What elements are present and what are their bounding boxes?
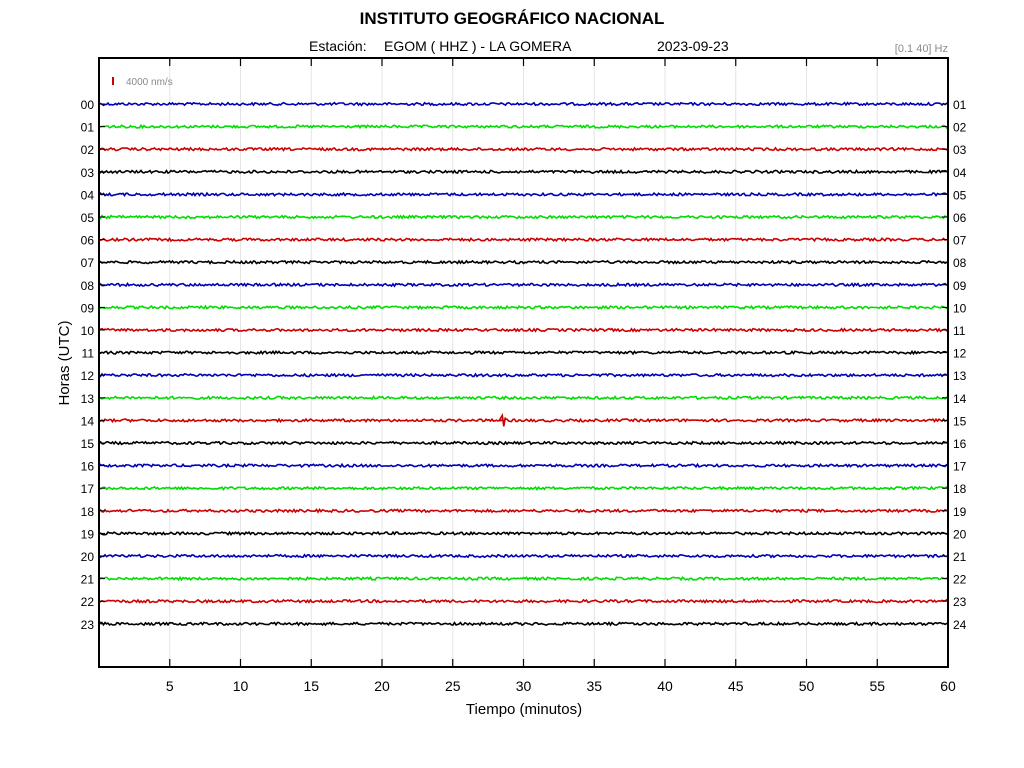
x-tick-label: 20 [374, 678, 390, 694]
scale-bar-group: 4000 nm/s [112, 77, 173, 88]
y-tick-label-right: 24 [953, 618, 967, 632]
seismic-trace [98, 621, 949, 627]
station-name: EGOM ( HHZ ) - LA GOMERA [384, 38, 572, 54]
seismic-trace [98, 168, 949, 175]
y-tick-label-right: 18 [953, 482, 967, 496]
y-tick-label-left: 19 [81, 527, 95, 541]
seismic-trace [98, 259, 949, 265]
y-tick-label-right: 19 [953, 505, 967, 519]
seismic-trace [98, 462, 949, 469]
grid-lines [169, 58, 878, 667]
y-tick-label-right: 08 [953, 256, 967, 270]
seismic-trace [98, 575, 949, 583]
x-axis-label: Tiempo (minutos) [466, 701, 582, 718]
seismic-trace [98, 530, 949, 537]
x-tick-label: 45 [728, 678, 744, 694]
seismic-trace [98, 282, 949, 288]
x-tick-label: 30 [516, 678, 532, 694]
x-tick-label: 50 [799, 678, 815, 694]
x-tick-label: 10 [233, 678, 249, 694]
y-tick-label-left: 08 [81, 279, 95, 293]
y-tick-label-right: 09 [953, 279, 967, 293]
scale-bar-label: 4000 nm/s [126, 77, 173, 88]
y-tick-label-left: 22 [81, 595, 95, 609]
y-tick-label-right: 02 [953, 121, 967, 135]
y-tick-label-left: 02 [81, 143, 95, 157]
y-tick-label-left: 01 [81, 121, 95, 135]
y-axis-label: Horas (UTC) [56, 320, 73, 405]
seismic-trace [98, 413, 949, 427]
seismic-trace [98, 372, 949, 378]
y-tick-label-left: 10 [81, 324, 95, 338]
seismic-trace [98, 553, 949, 559]
chart-subtitle: Estación: EGOM ( HHZ ) - LA GOMERA 2023-… [0, 38, 1024, 54]
x-tick-label: 60 [940, 678, 956, 694]
y-tick-label-left: 07 [81, 256, 95, 270]
seismic-trace [98, 485, 949, 491]
y-tick-label-right: 01 [953, 98, 967, 112]
label-group: 5 10 15 20 25 30 35 40 45 50 55 60 00 01 01 02 02 03 03 04 0… [81, 98, 967, 694]
seismic-trace [98, 508, 949, 514]
y-tick-label-left: 05 [81, 211, 95, 225]
y-tick-label-left: 13 [81, 392, 95, 406]
y-tick-label-left: 18 [81, 505, 95, 519]
seismic-trace [98, 214, 949, 220]
station-label: Estación: [309, 38, 367, 54]
seismic-trace [98, 327, 949, 333]
seismic-trace [98, 191, 949, 198]
x-tick-label: 35 [586, 678, 602, 694]
y-tick-label-right: 21 [953, 550, 967, 564]
y-tick-label-left: 17 [81, 482, 95, 496]
x-tick-label: 15 [303, 678, 319, 694]
x-tick-label: 25 [445, 678, 461, 694]
y-tick-label-right: 05 [953, 188, 967, 202]
y-tick-label-right: 15 [953, 414, 967, 428]
y-tick-label-right: 03 [953, 143, 967, 157]
y-tick-label-left: 11 [82, 347, 95, 361]
seismic-trace [98, 349, 949, 356]
y-tick-label-right: 17 [953, 460, 967, 474]
y-tick-label-left: 16 [81, 460, 95, 474]
y-tick-label-left: 04 [81, 188, 95, 202]
y-tick-label-left: 21 [81, 573, 95, 587]
y-tick-label-right: 13 [953, 369, 967, 383]
y-tick-label-right: 06 [953, 211, 967, 225]
y-tick-label-left: 03 [81, 166, 95, 180]
x-tick-label: 5 [166, 678, 174, 694]
tick-group [99, 58, 949, 667]
seismic-trace [98, 395, 949, 401]
y-tick-label-left: 06 [81, 234, 95, 248]
y-tick-label-left: 23 [81, 618, 95, 632]
y-tick-label-left: 14 [81, 414, 95, 428]
y-tick-label-left: 09 [81, 301, 95, 315]
seismic-trace [98, 236, 949, 243]
y-tick-label-left: 20 [81, 550, 95, 564]
y-tick-label-right: 07 [953, 234, 967, 248]
seismic-trace [98, 598, 949, 604]
y-tick-label-right: 12 [953, 347, 967, 361]
seismic-trace [98, 123, 949, 130]
filter-band-label: [0.1 40] Hz [894, 43, 948, 55]
y-tick-label-left: 15 [81, 437, 95, 451]
seismic-trace [98, 146, 949, 152]
y-tick-label-left: 12 [81, 369, 95, 383]
x-tick-label: 40 [657, 678, 673, 694]
y-tick-label-right: 11 [953, 324, 966, 338]
chart-title: INSTITUTO GEOGRÁFICO NACIONAL [359, 9, 665, 28]
seismic-trace [98, 101, 949, 107]
y-tick-label-left: 00 [81, 98, 95, 112]
seismic-trace [98, 440, 949, 446]
trace-group [98, 101, 949, 627]
y-tick-label-right: 14 [953, 392, 967, 406]
y-tick-label-right: 23 [953, 595, 967, 609]
y-tick-label-right: 10 [953, 301, 967, 315]
x-tick-label: 55 [869, 678, 885, 694]
seismic-trace [98, 304, 949, 311]
date-label: 2023-09-23 [657, 38, 729, 54]
y-tick-label-right: 22 [953, 573, 967, 587]
y-tick-label-right: 20 [953, 527, 967, 541]
y-tick-label-right: 04 [953, 166, 967, 180]
y-tick-label-right: 16 [953, 437, 967, 451]
